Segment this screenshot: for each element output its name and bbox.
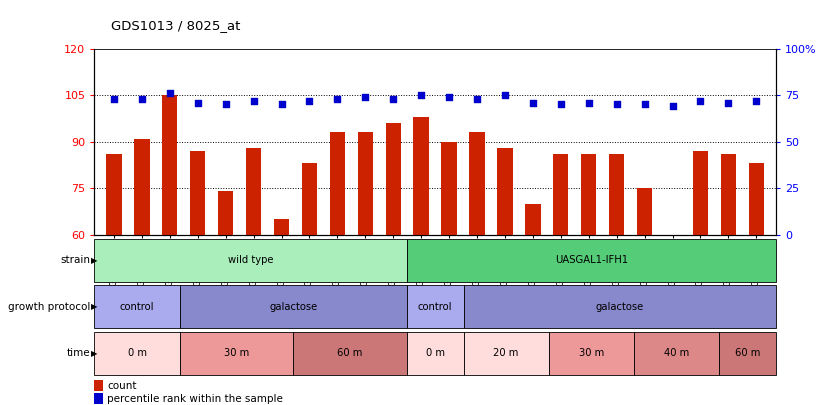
- Bar: [498, 148, 512, 235]
- Point: [470, 96, 484, 102]
- Point: [275, 101, 288, 108]
- Bar: [246, 148, 261, 235]
- Point: [610, 101, 623, 108]
- Text: ▶: ▶: [91, 349, 98, 358]
- Point: [359, 94, 372, 100]
- Bar: [180, 332, 293, 375]
- Point: [163, 90, 177, 96]
- Text: count: count: [108, 381, 137, 390]
- Bar: [693, 151, 709, 235]
- Bar: [609, 154, 624, 235]
- Bar: [406, 286, 464, 328]
- Text: strain: strain: [60, 255, 90, 265]
- Point: [694, 98, 707, 104]
- Point: [135, 96, 149, 102]
- Point: [415, 92, 428, 98]
- Bar: [553, 154, 568, 235]
- Text: time: time: [67, 348, 90, 358]
- Point: [554, 101, 567, 108]
- Bar: [406, 239, 776, 281]
- Text: 0 m: 0 m: [425, 348, 445, 358]
- Bar: [218, 192, 233, 235]
- Bar: [581, 154, 596, 235]
- Bar: [721, 154, 736, 235]
- Bar: [358, 132, 373, 235]
- Text: ▶: ▶: [91, 256, 98, 265]
- Bar: [470, 132, 484, 235]
- Text: 60 m: 60 m: [735, 348, 760, 358]
- Bar: [190, 151, 205, 235]
- Bar: [634, 332, 719, 375]
- Point: [219, 101, 232, 108]
- Bar: [302, 164, 317, 235]
- Point: [443, 94, 456, 100]
- Bar: [106, 154, 122, 235]
- Text: UASGAL1-IFH1: UASGAL1-IFH1: [555, 255, 628, 265]
- Point: [331, 96, 344, 102]
- Text: galactose: galactose: [269, 302, 317, 312]
- Bar: [386, 123, 401, 235]
- Point: [666, 103, 679, 110]
- Text: 40 m: 40 m: [664, 348, 689, 358]
- Bar: [464, 286, 776, 328]
- Point: [191, 99, 204, 106]
- Bar: [548, 332, 634, 375]
- Bar: [293, 332, 406, 375]
- Text: 0 m: 0 m: [127, 348, 146, 358]
- Bar: [94, 393, 103, 405]
- Bar: [525, 204, 540, 235]
- Bar: [330, 132, 345, 235]
- Point: [638, 101, 651, 108]
- Bar: [464, 332, 548, 375]
- Text: 30 m: 30 m: [224, 348, 249, 358]
- Bar: [180, 286, 406, 328]
- Point: [387, 96, 400, 102]
- Bar: [719, 332, 776, 375]
- Point: [582, 99, 595, 106]
- Point: [498, 92, 511, 98]
- Text: ▶: ▶: [91, 302, 98, 311]
- Text: control: control: [418, 302, 452, 312]
- Bar: [749, 164, 764, 235]
- Text: galactose: galactose: [595, 302, 644, 312]
- Text: growth protocol: growth protocol: [8, 302, 90, 312]
- Text: 60 m: 60 m: [337, 348, 363, 358]
- Text: 30 m: 30 m: [579, 348, 604, 358]
- Bar: [94, 286, 180, 328]
- Text: percentile rank within the sample: percentile rank within the sample: [108, 394, 283, 404]
- Bar: [665, 235, 680, 405]
- Point: [303, 98, 316, 104]
- Point: [526, 99, 539, 106]
- Bar: [637, 188, 652, 235]
- Bar: [162, 95, 177, 235]
- Text: wild type: wild type: [227, 255, 273, 265]
- Bar: [442, 142, 456, 235]
- Point: [108, 96, 121, 102]
- Bar: [134, 139, 149, 235]
- Point: [722, 99, 735, 106]
- Point: [247, 98, 260, 104]
- Bar: [414, 117, 429, 235]
- Bar: [94, 239, 406, 281]
- Text: control: control: [120, 302, 154, 312]
- Text: GDS1013 / 8025_at: GDS1013 / 8025_at: [111, 19, 241, 32]
- Point: [750, 98, 763, 104]
- Bar: [406, 332, 464, 375]
- Bar: [274, 220, 289, 235]
- Text: 20 m: 20 m: [493, 348, 519, 358]
- Bar: [94, 332, 180, 375]
- Bar: [94, 380, 103, 391]
